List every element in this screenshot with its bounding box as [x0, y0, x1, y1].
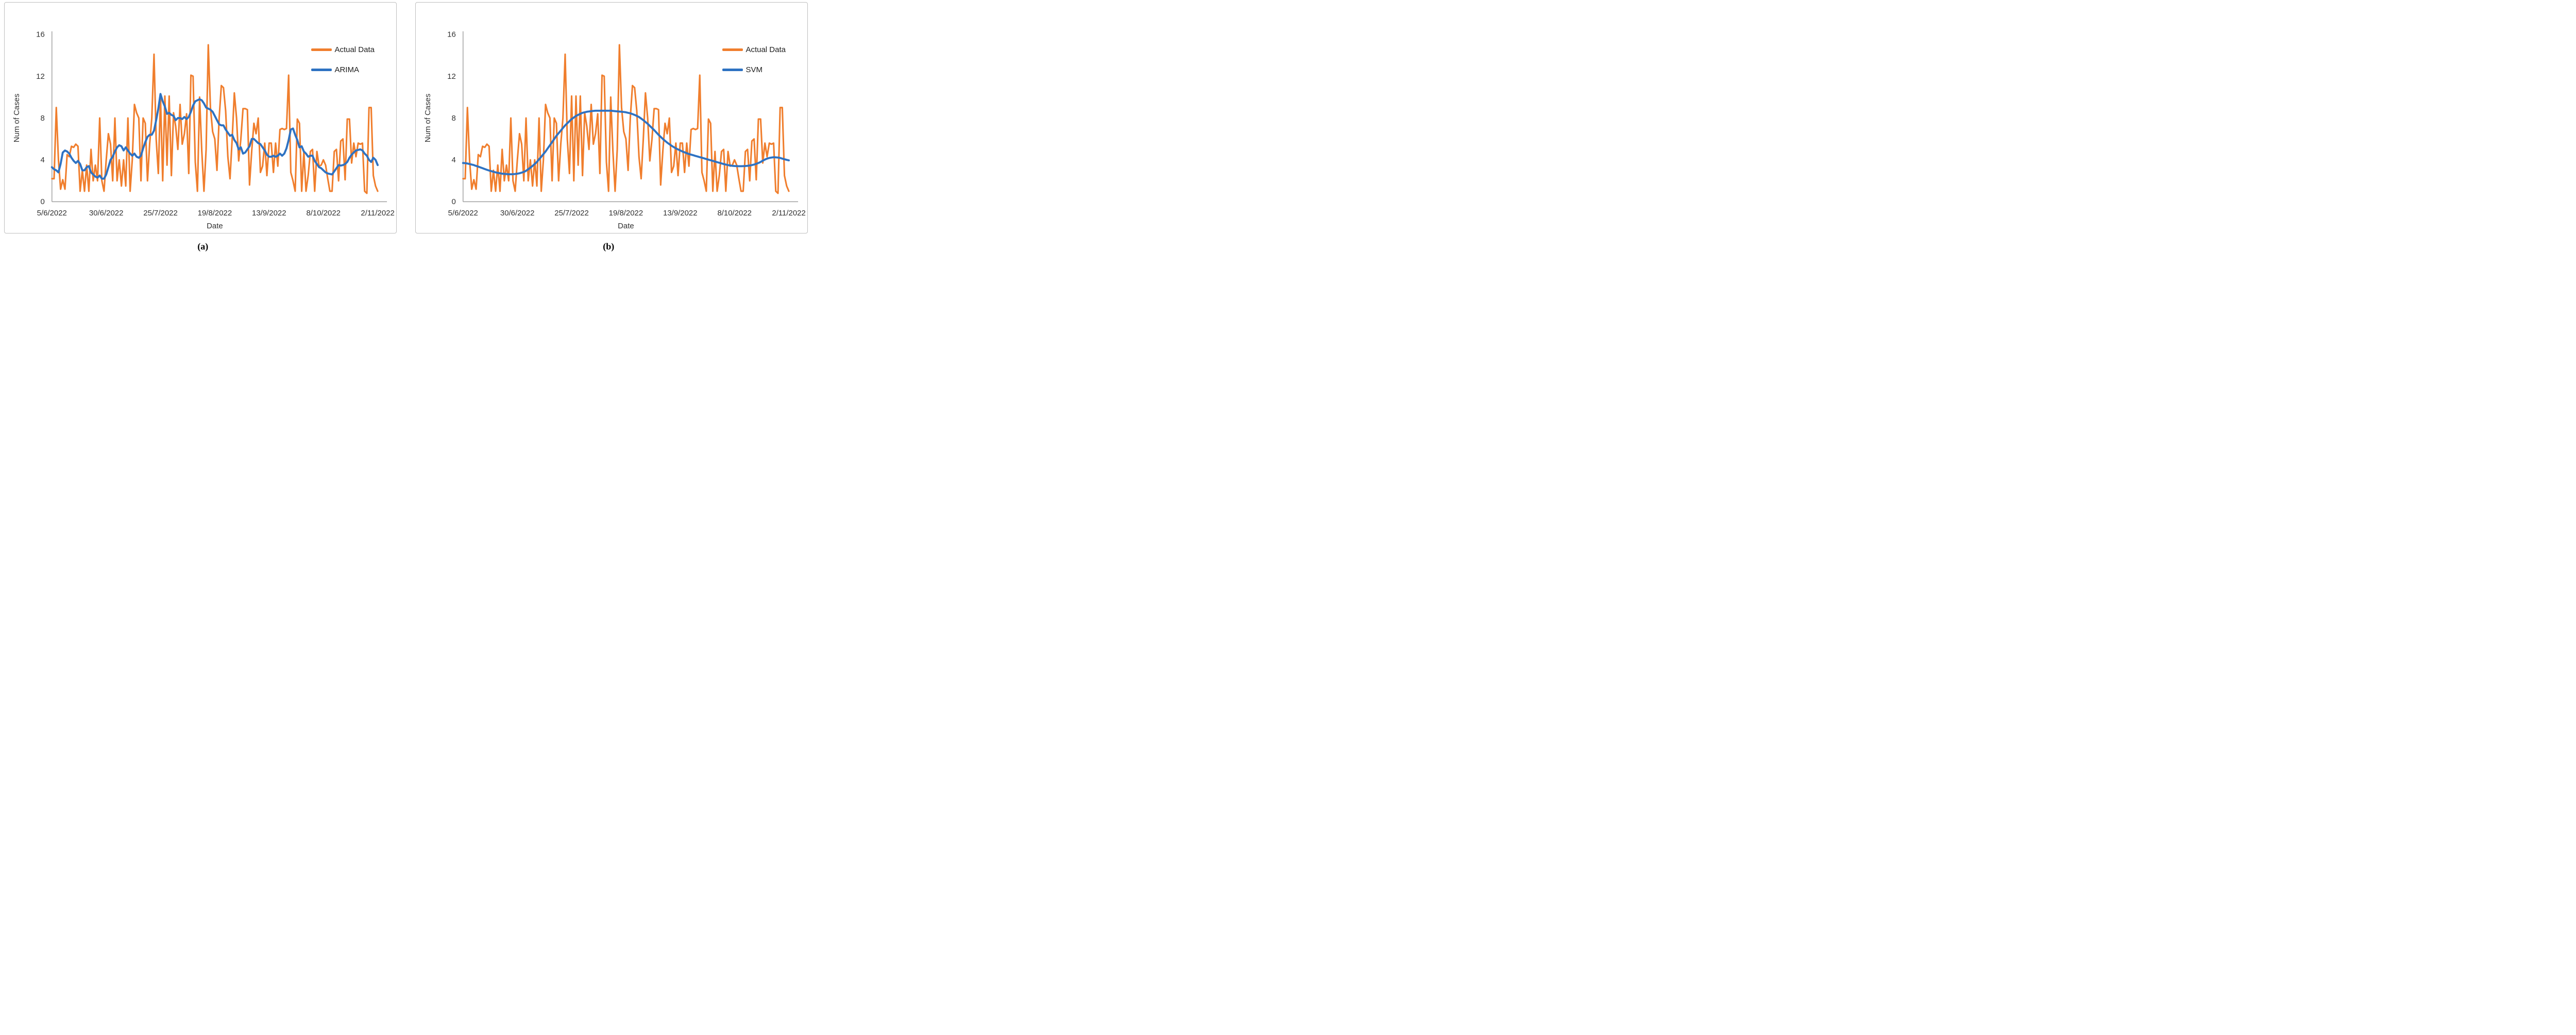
- y-tick-label: 0: [451, 197, 455, 206]
- legend-swatch-arima-icon: [311, 69, 332, 71]
- legend-swatch-actual-icon: [311, 48, 332, 51]
- x-tick-label: 19/8/2022: [198, 209, 232, 218]
- chart-panel-b: 0 4 8 12 16 5/6/2022 30/6/2022 25/7/2022 19/8/20…: [415, 2, 808, 233]
- legend-label-actual: Actual Data: [745, 45, 786, 54]
- x-tick-label: 2/11/2022: [361, 209, 394, 218]
- y-axis-title: Num of Cases: [423, 94, 432, 143]
- line-chart-arima: 0 4 8 12 16 5/6/2022 30/6/2022 25/7/2022 19/8/20…: [12, 30, 395, 230]
- line-chart-svm: 0 4 8 12 16 5/6/2022 30/6/2022 25/7/2022 19/8/20…: [423, 30, 806, 230]
- legend-label-arima: ARIMA: [334, 65, 359, 74]
- y-tick-label: 0: [40, 197, 44, 206]
- y-tick-label: 4: [451, 156, 455, 164]
- y-tick-label: 8: [451, 114, 455, 123]
- x-axis-title: Date: [207, 222, 223, 230]
- legend-item-svm: SVM: [722, 66, 786, 74]
- y-tick-label: 16: [36, 30, 45, 39]
- caption-a: (a): [197, 241, 209, 252]
- series-line-actual: [51, 44, 379, 194]
- x-axis-title: Date: [618, 222, 634, 230]
- legend-item-actual: Actual Data: [311, 46, 375, 54]
- figure-captions: (a) (b): [0, 241, 811, 252]
- chart-panel-a: 0 4 8 12 16 5/6/2022 30/6/2022 25/7/2022 19/8/20…: [4, 2, 397, 233]
- x-tick-label: 5/6/2022: [448, 209, 478, 218]
- legend-a: Actual Data ARIMA: [311, 46, 375, 74]
- series-line-model: [462, 109, 790, 176]
- y-tick-label: 16: [447, 30, 456, 39]
- x-tick-label: 19/8/2022: [609, 209, 643, 218]
- x-tick-label: 25/7/2022: [143, 209, 178, 218]
- caption-b: (b): [603, 241, 615, 252]
- x-tick-label: 30/6/2022: [500, 209, 535, 218]
- y-tick-label: 12: [447, 72, 456, 81]
- y-tick-label: 12: [36, 72, 45, 81]
- x-tick-label: 30/6/2022: [89, 209, 124, 218]
- y-tick-label: 4: [40, 156, 44, 164]
- legend-label-actual: Actual Data: [334, 45, 375, 54]
- x-tick-label: 5/6/2022: [37, 209, 67, 218]
- y-axis-title: Num of Cases: [12, 94, 21, 143]
- series-line-actual: [462, 44, 790, 194]
- x-tick-label: 25/7/2022: [554, 209, 589, 218]
- x-tick-label: 8/10/2022: [306, 209, 341, 218]
- x-tick-label: 13/9/2022: [663, 209, 698, 218]
- y-tick-label: 8: [40, 114, 44, 123]
- legend-swatch-svm-icon: [722, 69, 743, 71]
- figure-two-panel-chart: 0 4 8 12 16 5/6/2022 30/6/2022 25/7/2022 19/8/20…: [0, 0, 811, 259]
- x-tick-label: 2/11/2022: [772, 209, 805, 218]
- x-tick-label: 13/9/2022: [252, 209, 286, 218]
- series-line-model: [50, 93, 379, 180]
- x-tick-label: 8/10/2022: [717, 209, 752, 218]
- legend-item-actual: Actual Data: [722, 46, 786, 54]
- legend-item-arima: ARIMA: [311, 66, 375, 74]
- legend-label-svm: SVM: [745, 65, 762, 74]
- legend-swatch-actual-icon: [722, 48, 743, 51]
- legend-b: Actual Data SVM: [722, 46, 786, 74]
